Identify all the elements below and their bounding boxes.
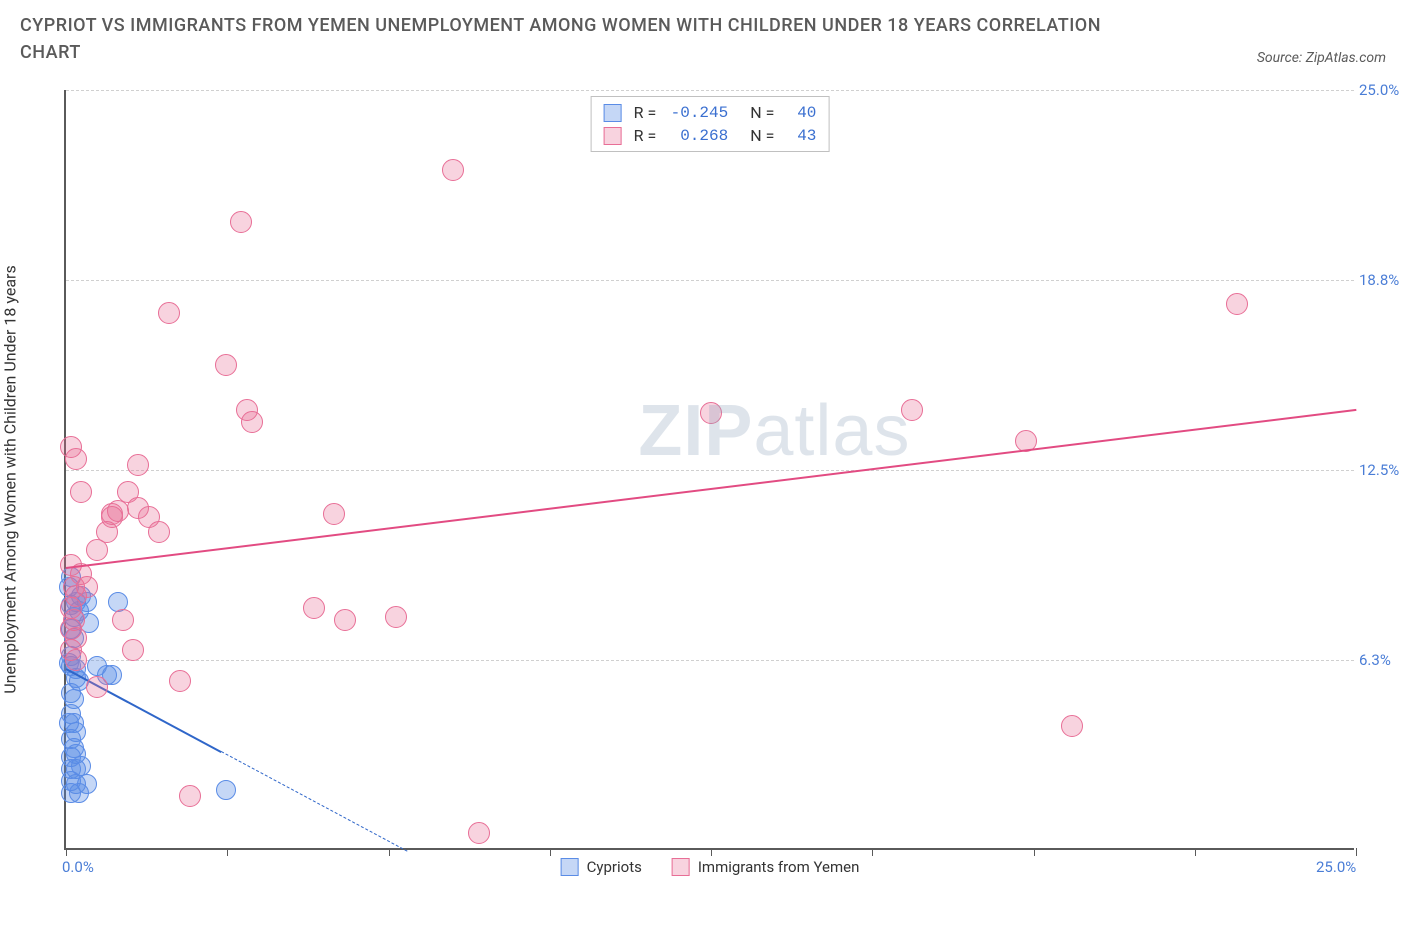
data-point-cypriots xyxy=(69,783,89,803)
data-point-yemen xyxy=(86,676,108,698)
y-tick-label: 12.5% xyxy=(1359,461,1406,479)
watermark-zip: ZIP xyxy=(638,391,753,471)
gridline xyxy=(66,280,1354,281)
gridline xyxy=(66,470,1354,471)
legend-r-value: -0.245 xyxy=(668,104,728,122)
data-point-yemen xyxy=(158,302,180,324)
x-tick-label: 25.0% xyxy=(1316,858,1356,876)
x-tick xyxy=(227,848,228,856)
data-point-yemen xyxy=(1226,293,1248,315)
data-point-yemen xyxy=(303,597,325,619)
data-point-cypriots xyxy=(216,780,236,800)
data-point-yemen xyxy=(1061,715,1083,737)
x-tick xyxy=(1195,848,1196,856)
x-tick xyxy=(389,848,390,856)
watermark: ZIPatlas xyxy=(638,390,910,472)
x-tick xyxy=(711,848,712,856)
source-prefix: Source: xyxy=(1257,50,1306,66)
legend-swatch xyxy=(672,858,690,876)
legend-swatch xyxy=(604,104,622,122)
data-point-yemen xyxy=(169,670,191,692)
y-axis-label: Unemployment Among Women with Children U… xyxy=(1,265,20,693)
y-tick-label: 25.0% xyxy=(1359,81,1406,99)
legend-series-label: Cypriots xyxy=(587,858,642,876)
x-tick xyxy=(1034,848,1035,856)
data-point-yemen xyxy=(442,159,464,181)
x-tick-label: 0.0% xyxy=(62,858,94,876)
legend-n-value: 40 xyxy=(786,104,816,122)
data-point-yemen xyxy=(127,454,149,476)
legend-n-label: N = xyxy=(750,126,774,145)
gridline xyxy=(66,90,1354,91)
trend-line-yemen xyxy=(66,409,1356,569)
legend-row-cypriots: R = -0.245 N = 40 xyxy=(604,101,817,124)
data-point-yemen xyxy=(101,503,123,525)
data-point-yemen xyxy=(323,503,345,525)
data-point-yemen xyxy=(215,354,237,376)
legend-n-label: N = xyxy=(750,103,774,122)
legend-item-cypriots: Cypriots xyxy=(561,858,642,876)
data-point-yemen xyxy=(241,411,263,433)
data-point-yemen xyxy=(334,609,356,631)
data-point-yemen xyxy=(468,822,490,844)
legend-swatch xyxy=(604,127,622,145)
data-point-yemen xyxy=(65,448,87,470)
data-point-yemen xyxy=(76,576,98,598)
trend-line-cypriots-dash xyxy=(220,751,407,852)
data-point-yemen xyxy=(65,649,87,671)
data-point-yemen xyxy=(385,606,407,628)
y-tick-label: 18.8% xyxy=(1359,271,1406,289)
legend-item-yemen: Immigrants from Yemen xyxy=(672,858,860,876)
legend-r-label: R = xyxy=(634,103,657,122)
data-point-yemen xyxy=(901,399,923,421)
correlation-legend: R = -0.245 N = 40 R = 0.268 N = 43 xyxy=(591,96,830,152)
data-point-yemen xyxy=(70,481,92,503)
legend-r-label: R = xyxy=(634,126,657,145)
source-attribution: Source: ZipAtlas.com xyxy=(1257,50,1386,66)
data-point-yemen xyxy=(700,402,722,424)
source-name: ZipAtlas.com xyxy=(1306,50,1386,66)
legend-swatch xyxy=(561,858,579,876)
data-point-yemen xyxy=(179,785,201,807)
page-header: CYPRIOT VS IMMIGRANTS FROM YEMEN UNEMPLO… xyxy=(0,0,1406,74)
data-point-yemen xyxy=(122,639,144,661)
data-point-yemen xyxy=(112,609,134,631)
legend-row-yemen: R = 0.268 N = 43 xyxy=(604,124,817,147)
chart-title: CYPRIOT VS IMMIGRANTS FROM YEMEN UNEMPLO… xyxy=(20,12,1120,66)
legend-series-label: Immigrants from Yemen xyxy=(698,858,860,876)
watermark-atlas: atlas xyxy=(753,391,910,471)
legend-r-value: 0.268 xyxy=(668,127,728,145)
plot-area: ZIPatlas R =-0.245N =40R =0.268N =43 Cyp… xyxy=(64,90,1354,850)
data-point-yemen xyxy=(230,211,252,233)
series-legend: Cypriots Immigrants from Yemen xyxy=(561,858,860,876)
x-tick xyxy=(550,848,551,856)
data-point-yemen xyxy=(148,521,170,543)
legend-n-value: 43 xyxy=(786,127,816,145)
gridline xyxy=(66,660,1354,661)
x-tick xyxy=(66,848,67,856)
chart-container: Unemployment Among Women with Children U… xyxy=(20,90,1386,910)
x-tick xyxy=(1356,848,1357,856)
y-tick-label: 6.3% xyxy=(1359,651,1406,669)
x-tick xyxy=(872,848,873,856)
